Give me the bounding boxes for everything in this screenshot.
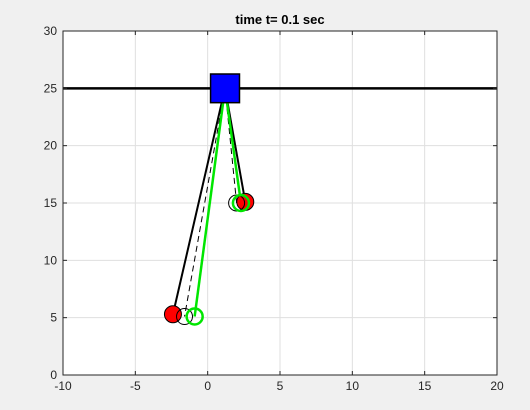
x-tick-label-3: 5 (277, 379, 284, 393)
x-tick-label-1: -5 (130, 379, 141, 393)
y-tick-label-2: 10 (44, 253, 58, 267)
pendulum-a-estimate-rod (223, 88, 243, 204)
x-tick-label-6: 20 (490, 379, 504, 393)
pendulum-b-reference-rod (184, 88, 226, 317)
pendulum-b-actual-bob (163, 305, 182, 324)
cart-layer (209, 73, 241, 104)
y-tick-label-6: 30 (44, 24, 58, 38)
pendulum-a-estimate-bob (231, 193, 251, 213)
x-tick-label-5: 15 (418, 379, 432, 393)
series-layer (171, 88, 247, 317)
y-tick-label-4: 20 (44, 139, 58, 153)
x-tick-label-0: -10 (54, 379, 72, 393)
x-tick-label-2: 0 (204, 379, 211, 393)
y-tick-label-3: 15 (44, 196, 58, 210)
pendulum-b-reference-bob (176, 308, 194, 326)
x-tick-label-4: 10 (346, 379, 360, 393)
tick-layer: -10 -5 0 5 10 15 20 0 5 10 15 20 25 30 (44, 24, 504, 393)
pendulum-b-estimate-rod (193, 88, 227, 317)
y-tick-label-0: 0 (50, 368, 57, 382)
pendulum-b-estimate-bob (185, 307, 204, 326)
bob-layer (163, 192, 255, 326)
pendulum-b-actual-rod (171, 88, 227, 315)
y-tick-label-5: 25 (44, 81, 58, 95)
chart-title: time t= 0.1 sec (235, 12, 324, 27)
cart-block (209, 73, 241, 104)
y-tick-label-1: 5 (50, 311, 57, 325)
